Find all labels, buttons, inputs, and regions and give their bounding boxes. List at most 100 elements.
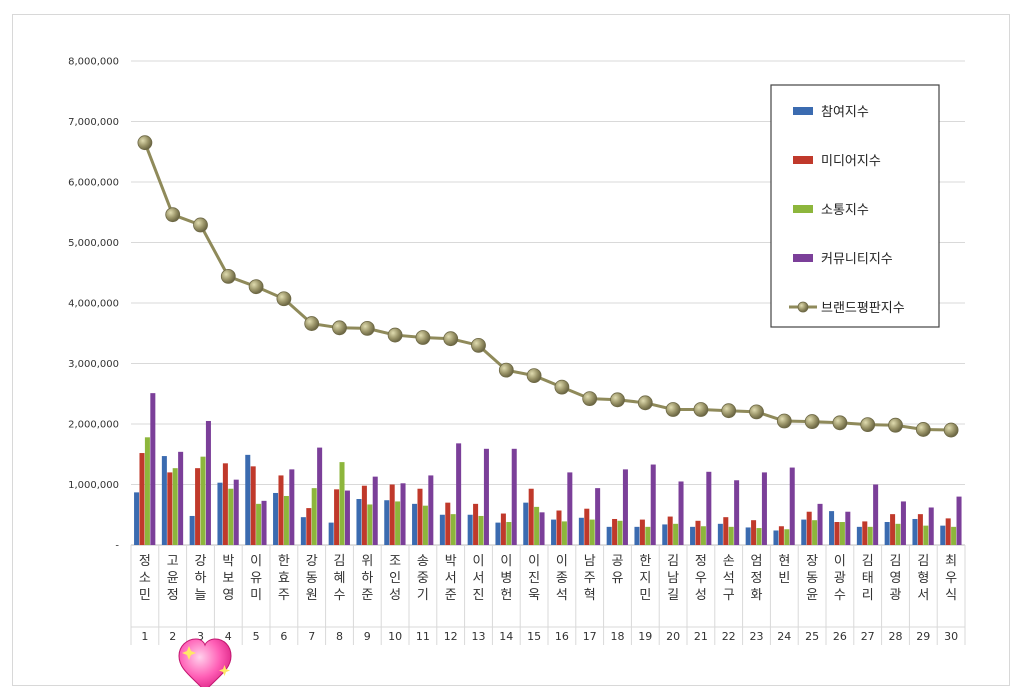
x-rank-label: 10: [388, 630, 402, 643]
x-rank-label: 27: [861, 630, 875, 643]
legend-label: 소통지수: [821, 203, 869, 218]
x-rank-label: 7: [308, 630, 315, 643]
bar-미디어지수-장동윤: [806, 511, 812, 545]
x-rank-label: 1: [141, 630, 148, 643]
x-rank-label: 15: [527, 630, 541, 643]
bar-미디어지수-김남길: [667, 516, 673, 545]
bar-소통지수-한지민: [645, 526, 651, 545]
point-고윤정: [165, 207, 181, 223]
point-강하늘: [193, 217, 208, 233]
bar-커뮤니티지수-위하준: [372, 476, 378, 545]
bar-참여지수-고윤정: [161, 456, 167, 545]
bar-참여지수-이서진: [467, 514, 473, 545]
x-rank-label: 4: [225, 630, 232, 643]
y-tick-label: 2,000,000: [68, 420, 119, 431]
bar-소통지수-이종석: [561, 521, 567, 545]
bar-참여지수-조인성: [384, 500, 390, 545]
x-rank-label: 11: [416, 630, 430, 643]
bar-소통지수-남주혁: [589, 519, 595, 545]
bar-참여지수-이종석: [551, 519, 557, 545]
point-김영광: [888, 417, 903, 433]
point-조인성: [387, 327, 403, 343]
bar-미디어지수-박보영: [222, 463, 228, 545]
bar-소통지수-강하늘: [200, 456, 206, 545]
bar-소통지수-장동윤: [812, 520, 818, 545]
bar-소통지수-이서진: [478, 515, 484, 545]
bar-소통지수-강동원: [311, 488, 317, 545]
x-rank-label: 6: [280, 630, 287, 643]
y-tick-label: 4,000,000: [68, 299, 119, 310]
x-rank-label: 17: [583, 630, 597, 643]
bar-커뮤니티지수-이광수: [845, 511, 851, 545]
bar-소통지수-현빈: [784, 529, 790, 545]
bar-미디어지수-박서준: [445, 502, 451, 545]
bar-커뮤니티지수-박보영: [233, 479, 239, 545]
bar-참여지수-이병헌: [495, 522, 501, 545]
bar-참여지수-박보영: [217, 482, 223, 545]
point-김남길: [665, 402, 681, 417]
bar-커뮤니티지수-정우성: [706, 471, 712, 545]
reputation-line: [137, 135, 959, 438]
legend-swatch: [793, 156, 813, 164]
bar-커뮤니티지수-강동원: [317, 447, 323, 545]
bar-참여지수-엄정화: [745, 527, 751, 545]
bar-미디어지수-송중기: [417, 488, 423, 545]
bar-소통지수-위하준: [367, 504, 373, 545]
point-엄정화: [749, 404, 764, 420]
bar-커뮤니티지수-최우식: [956, 496, 962, 545]
bar-소통지수-공유: [617, 520, 623, 545]
x-rank-label: 9: [364, 630, 371, 643]
y-tick-label: -: [115, 541, 119, 552]
bar-커뮤니티지수-김혜수: [344, 490, 350, 545]
bar-미디어지수-이병헌: [500, 513, 506, 545]
bar-소통지수-김태리: [867, 526, 873, 545]
bar-참여지수-최우식: [940, 525, 946, 545]
bar-소통지수-최우식: [951, 526, 957, 545]
bar-미디어지수-현빈: [778, 526, 784, 545]
point-박서준: [443, 331, 459, 347]
bar-참여지수-위하준: [356, 499, 362, 545]
brand-reputation-chart: - 1,000,000 2,000,000 3,000,000 4,000,000 5,0…: [68, 57, 966, 687]
bar-미디어지수-이종석: [556, 510, 562, 545]
bar-미디어지수-손석구: [723, 517, 729, 545]
bar-참여지수-이진욱: [523, 502, 529, 545]
bar-참여지수-김태리: [856, 526, 862, 545]
bar-미디어지수-이유미: [250, 466, 256, 545]
bar-미디어지수-위하준: [361, 485, 367, 545]
bars: [134, 393, 962, 545]
legend-swatch: [793, 205, 813, 213]
gridlines: [131, 60, 965, 546]
x-rank-label: 13: [472, 630, 486, 643]
bar-참여지수-한지민: [634, 526, 640, 545]
x-rank-label: 14: [499, 630, 513, 643]
bar-소통지수-정소민: [144, 437, 150, 545]
bar-커뮤니티지수-이서진: [483, 448, 489, 545]
bar-참여지수-장동윤: [801, 519, 807, 545]
bar-소통지수-이유미: [256, 503, 262, 545]
bar-참여지수-이광수: [829, 511, 835, 545]
bar-소통지수-김혜수: [339, 462, 345, 545]
legend-swatch-dot: [797, 301, 809, 313]
bar-커뮤니티지수-장동윤: [817, 503, 823, 545]
bar-소통지수-정우성: [700, 526, 706, 545]
x-rank-label: 23: [750, 630, 764, 643]
x-rank-label: 25: [805, 630, 819, 643]
y-tick-label: 5,000,000: [68, 238, 119, 249]
bar-미디어지수-김영광: [890, 514, 896, 545]
bar-미디어지수-김형서: [917, 514, 923, 545]
point-한효주: [276, 291, 292, 307]
bar-미디어지수-김혜수: [334, 489, 340, 545]
legend-label: 커뮤니티지수: [821, 252, 893, 267]
point-김혜수: [332, 320, 347, 336]
legend-swatch: [793, 254, 813, 262]
bar-커뮤니티지수-한효주: [289, 469, 295, 545]
